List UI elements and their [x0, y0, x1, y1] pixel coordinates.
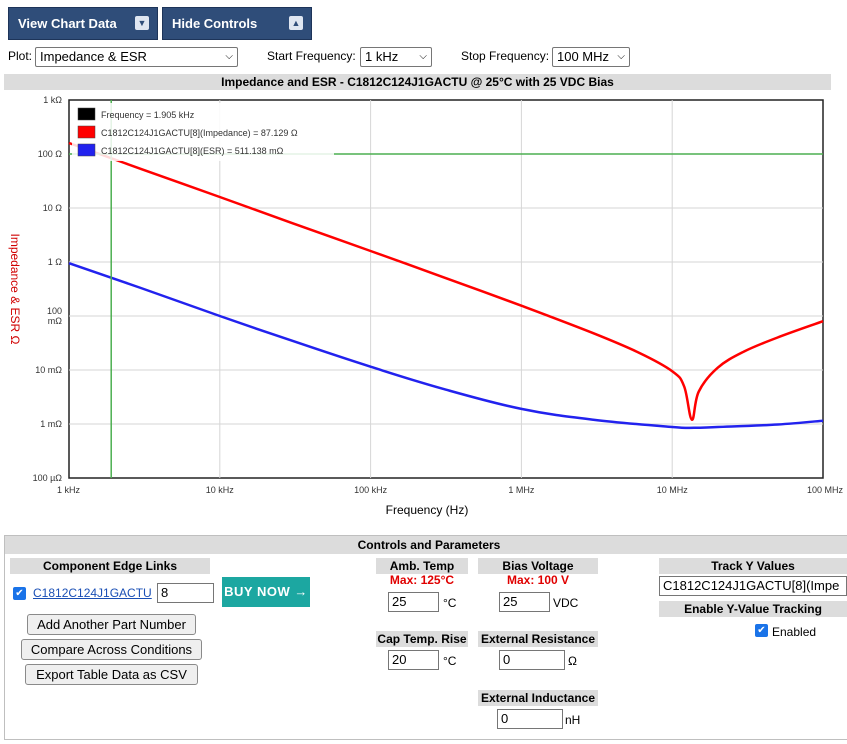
- chart-title: Impedance and ESR - C1812C124J1GACTU @ 2…: [4, 74, 831, 90]
- legend-swatch: [77, 143, 96, 157]
- plot-select-value: Impedance & ESR: [40, 49, 147, 64]
- buy-now-button[interactable]: BUY NOW →: [222, 577, 310, 607]
- legend-swatch: [77, 107, 96, 121]
- controls-title: Controls and Parameters: [5, 536, 847, 554]
- cap-temp-rise-input[interactable]: 20: [388, 650, 439, 670]
- plot-select[interactable]: Impedance & ESR ⌵: [35, 47, 238, 67]
- bias-voltage-max: Max: 100 V: [506, 573, 570, 587]
- start-frequency-label: Start Frequency:: [267, 49, 356, 63]
- y-tick-label: 100 µΩ: [33, 473, 63, 483]
- y-axis-ticks: 1 kΩ 100 Ω 10 Ω 1 Ω 100 mΩ 10 mΩ 1 mΩ 100 µΩ: [33, 95, 63, 483]
- start-frequency-value: 1 kHz: [365, 49, 399, 64]
- y-tick-label: 10 Ω: [43, 203, 63, 213]
- y-tick-label: 1 mΩ: [40, 419, 62, 429]
- hide-controls-button[interactable]: Hide Controls ▲: [162, 7, 312, 40]
- cap-temp-rise-header: Cap Temp. Rise: [376, 631, 468, 647]
- y-tick-label: 1 kΩ: [43, 95, 62, 105]
- plot-area: [68, 99, 824, 479]
- hide-controls-label: Hide Controls: [172, 16, 258, 31]
- external-inductance-input[interactable]: 0: [497, 709, 563, 729]
- esr-series-line: [68, 262, 824, 430]
- x-tick-label: 10 kHz: [206, 485, 235, 495]
- compare-conditions-button[interactable]: Compare Across Conditions: [21, 639, 202, 660]
- x-tick-label: 100 kHz: [354, 485, 388, 495]
- view-chart-data-label: View Chart Data: [18, 16, 117, 31]
- enable-tracking-header: Enable Y-Value Tracking: [659, 601, 847, 617]
- impedance-esr-chart[interactable]: 1 kΩ 100 Ω 10 Ω 1 Ω 100 mΩ 10 mΩ 1 mΩ 100 µΩ 1 k…: [0, 90, 847, 530]
- track-y-values-header: Track Y Values: [659, 558, 847, 574]
- part-number-link[interactable]: C1812C124J1GACTU: [33, 586, 152, 600]
- component-edge-links-header: Component Edge Links: [10, 558, 210, 574]
- amb-temp-header: Amb. Temp: [376, 558, 468, 574]
- add-part-button[interactable]: Add Another Part Number: [27, 614, 196, 635]
- external-inductance-header: External Inductance: [478, 690, 598, 706]
- x-tick-label: 100 MHz: [807, 485, 844, 495]
- bias-voltage-header: Bias Voltage: [478, 558, 598, 574]
- external-inductance-unit: nH: [565, 713, 581, 727]
- bias-voltage-unit: VDC: [553, 596, 579, 610]
- legend-entry: Frequency = 1.905 kHz: [101, 110, 195, 120]
- chevron-double-down-icon: ▼: [135, 16, 149, 30]
- external-resistance-header: External Resistance: [478, 631, 598, 647]
- part-quantity-input[interactable]: 8: [157, 583, 214, 603]
- amb-temp-max: Max: 125°C: [389, 573, 455, 587]
- x-tick-label: 10 MHz: [657, 485, 689, 495]
- external-resistance-input[interactable]: 0: [499, 650, 565, 670]
- x-axis-label: Frequency (Hz): [386, 503, 469, 517]
- x-tick-label: 1 MHz: [508, 485, 535, 495]
- chevron-down-icon: ⌵: [419, 51, 427, 62]
- chevron-double-up-icon: ▲: [289, 16, 303, 30]
- cap-temp-rise-unit: °C: [443, 654, 457, 668]
- stop-frequency-select[interactable]: 100 MHz ⌵: [552, 47, 630, 67]
- y-axis-label: Impedance & ESR Ω: [8, 233, 22, 344]
- x-axis-ticks: 1 kHz 10 kHz 100 kHz 1 MHz 10 MHz 100 MHz: [57, 485, 843, 495]
- impedance-series-line: [68, 141, 824, 421]
- enable-tracking-checkbox[interactable]: ✔: [755, 624, 768, 637]
- chevron-down-icon: ⌵: [617, 51, 625, 62]
- bias-voltage-input[interactable]: 25: [499, 592, 550, 612]
- buy-now-label: BUY NOW: [224, 584, 291, 599]
- track-y-values-select[interactable]: C1812C124J1GACTU[8](Impe: [659, 576, 847, 596]
- stop-frequency-label: Stop Frequency:: [461, 49, 550, 63]
- chevron-down-icon: ⌵: [225, 51, 233, 62]
- view-chart-data-button[interactable]: View Chart Data ▼: [8, 7, 158, 40]
- legend-entry: C1812C124J1GACTU[8](Impedance) = 87.129 …: [101, 128, 298, 138]
- amb-temp-input[interactable]: 25: [388, 592, 439, 612]
- enabled-label: Enabled: [772, 625, 817, 639]
- legend-background: [72, 103, 334, 161]
- y-tick-label: 1 Ω: [48, 257, 63, 267]
- controls-panel: Controls and Parameters: [4, 535, 847, 740]
- y-tick-label: 10 mΩ: [35, 365, 62, 375]
- legend-swatch: [77, 125, 96, 139]
- y-tick-label: 100 Ω: [38, 149, 63, 159]
- stop-frequency-value: 100 MHz: [557, 49, 610, 64]
- y-tick-label: 100 mΩ: [47, 306, 62, 326]
- start-frequency-select[interactable]: 1 kHz ⌵: [360, 47, 432, 67]
- x-tick-label: 1 kHz: [57, 485, 81, 495]
- plot-label: Plot:: [8, 49, 33, 63]
- legend-entry: C1812C124J1GACTU[8](ESR) = 511.138 mΩ: [101, 146, 284, 156]
- series-lines: [68, 141, 824, 430]
- external-resistance-unit: Ω: [568, 654, 577, 668]
- part-checkbox[interactable]: ✔: [13, 587, 26, 600]
- arrow-right-icon: →: [294, 584, 308, 599]
- legend: Frequency = 1.905 kHz C1812C124J1GACTU[8]…: [72, 103, 334, 161]
- amb-temp-unit: °C: [443, 596, 457, 610]
- export-csv-button[interactable]: Export Table Data as CSV: [25, 664, 198, 685]
